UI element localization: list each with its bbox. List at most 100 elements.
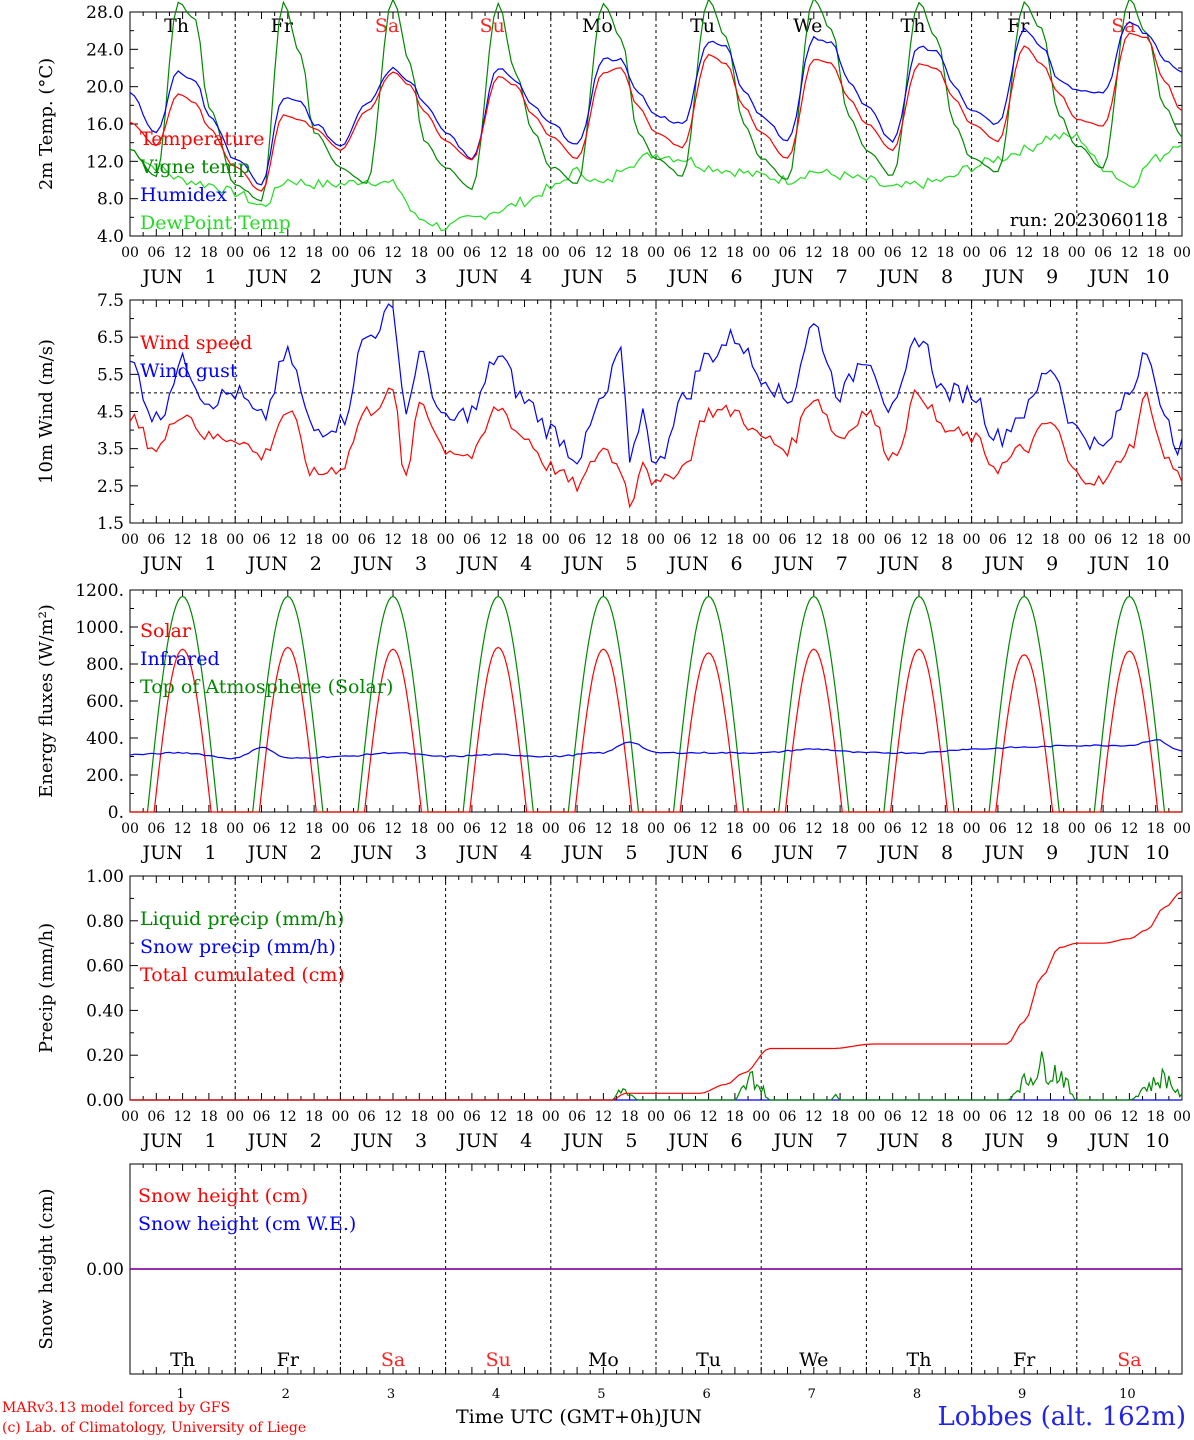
legend-entry: Infrared	[140, 648, 220, 670]
weekday-label: Mo	[588, 1349, 619, 1371]
date-label: 1	[205, 266, 217, 288]
hour-tick-label: 12	[489, 245, 507, 261]
weekday-label: Th	[170, 1349, 195, 1371]
date-label: 1	[205, 553, 217, 575]
month-label: JUN	[456, 553, 498, 575]
legend-entry: Liquid precip (mm/h)	[140, 908, 344, 930]
hour-tick-label: 06	[884, 245, 902, 261]
month-label: JUN	[561, 553, 603, 575]
hour-tick-label: 06	[673, 532, 691, 548]
hour-tick-label: 12	[174, 245, 192, 261]
hour-tick-label: 12	[384, 1109, 402, 1125]
month-label: JUN	[877, 266, 919, 288]
month-label: JUN	[666, 1130, 708, 1152]
hour-tick-label: 18	[726, 1109, 744, 1125]
hour-tick-label: 06	[884, 821, 902, 837]
hour-tick-label: 12	[279, 1109, 297, 1125]
hour-tick-label: 12	[805, 1109, 823, 1125]
series-temperature	[129, 32, 1183, 192]
hour-tick-label: 18	[410, 532, 428, 548]
hour-tick-label: 18	[200, 821, 218, 837]
y-tick-label: 20.0	[86, 78, 124, 98]
hour-tick-label: 00	[542, 532, 560, 548]
month-label: JUN	[1087, 553, 1129, 575]
y-tick-label: 8.0	[97, 190, 124, 210]
date-label: 10	[1145, 842, 1169, 864]
hour-tick-label: 06	[568, 821, 586, 837]
month-label: JUN	[140, 1130, 182, 1152]
hour-tick-label: 12	[489, 532, 507, 548]
hour-tick-label: 12	[700, 1109, 718, 1125]
month-label: JUN	[351, 1130, 393, 1152]
date-label: 5	[625, 553, 637, 575]
legend-entry: Temperature	[140, 128, 264, 150]
hour-tick-label: 06	[989, 532, 1007, 548]
hour-tick-label: 12	[384, 821, 402, 837]
month-label: JUN	[351, 266, 393, 288]
y-tick-label: 400.	[86, 729, 124, 749]
month-label: JUN	[772, 553, 814, 575]
hour-tick-label: 06	[463, 1109, 481, 1125]
y-tick-label: 5.5	[97, 365, 124, 385]
month-label: JUN	[772, 1130, 814, 1152]
y-tick-label: 4.5	[97, 403, 124, 423]
hour-tick-label: 18	[936, 821, 954, 837]
hour-tick-label: 12	[805, 245, 823, 261]
hour-tick-label: 12	[594, 1109, 612, 1125]
series-humidex	[129, 21, 1183, 186]
y-axis-label: Precip (mm/h)	[36, 923, 57, 1053]
hour-tick-label: 18	[1147, 1109, 1165, 1125]
hour-tick-label: 06	[147, 1109, 165, 1125]
hour-tick-label: 06	[147, 532, 165, 548]
hour-tick-label: 00	[963, 532, 981, 548]
hour-tick-label: 06	[1094, 821, 1112, 837]
date-label: 6	[731, 1130, 743, 1152]
month-label: JUN	[772, 842, 814, 864]
date-label: 1	[176, 1387, 184, 1402]
y-axis-label: 2m Temp. (°C)	[36, 58, 57, 190]
hour-tick-label: 00	[226, 532, 244, 548]
date-label: 7	[836, 1130, 848, 1152]
month-label: JUN	[1087, 266, 1129, 288]
hour-tick-label: 12	[910, 532, 928, 548]
hour-tick-label: 06	[989, 821, 1007, 837]
hour-tick-label: 00	[121, 821, 139, 837]
hour-tick-label: 00	[1173, 532, 1191, 548]
y-tick-label: 0.20	[86, 1046, 124, 1066]
month-label: JUN	[982, 553, 1024, 575]
hour-tick-label: 18	[1147, 532, 1165, 548]
hour-tick-label: 18	[1147, 245, 1165, 261]
month-label: JUN	[982, 842, 1024, 864]
legend-entry: Snow height (cm)	[138, 1185, 308, 1207]
hour-tick-label: 06	[779, 1109, 797, 1125]
hour-tick-label: 00	[437, 821, 455, 837]
hour-tick-label: 06	[358, 532, 376, 548]
hour-tick-label: 12	[384, 532, 402, 548]
month-label: JUN	[982, 266, 1024, 288]
hour-tick-label: 12	[174, 1109, 192, 1125]
hour-tick-label: 18	[1042, 821, 1060, 837]
date-label: 7	[808, 1387, 816, 1402]
hour-tick-label: 00	[1173, 821, 1191, 837]
month-label: JUN	[456, 1130, 498, 1152]
y-tick-label: 0.00	[86, 1260, 124, 1280]
date-label: 8	[913, 1387, 921, 1402]
hour-tick-label: 18	[305, 821, 323, 837]
hour-tick-label: 18	[831, 1109, 849, 1125]
hour-tick-label: 06	[568, 532, 586, 548]
y-axis-label: Energy fluxes (W/m²)	[36, 604, 57, 798]
hour-tick-label: 06	[568, 245, 586, 261]
month-label: JUN	[246, 553, 288, 575]
date-label: 4	[520, 842, 532, 864]
date-label: 2	[310, 842, 322, 864]
hour-tick-label: 06	[1094, 1109, 1112, 1125]
series-total-cumulated-cm-	[130, 891, 1183, 1101]
hour-tick-label: 06	[463, 821, 481, 837]
hour-tick-label: 00	[121, 532, 139, 548]
hour-tick-label: 00	[963, 821, 981, 837]
date-label: 6	[731, 842, 743, 864]
date-label: 4	[520, 266, 532, 288]
hour-tick-label: 18	[410, 821, 428, 837]
hour-tick-label: 06	[358, 1109, 376, 1125]
y-tick-label: 7.5	[97, 291, 124, 311]
